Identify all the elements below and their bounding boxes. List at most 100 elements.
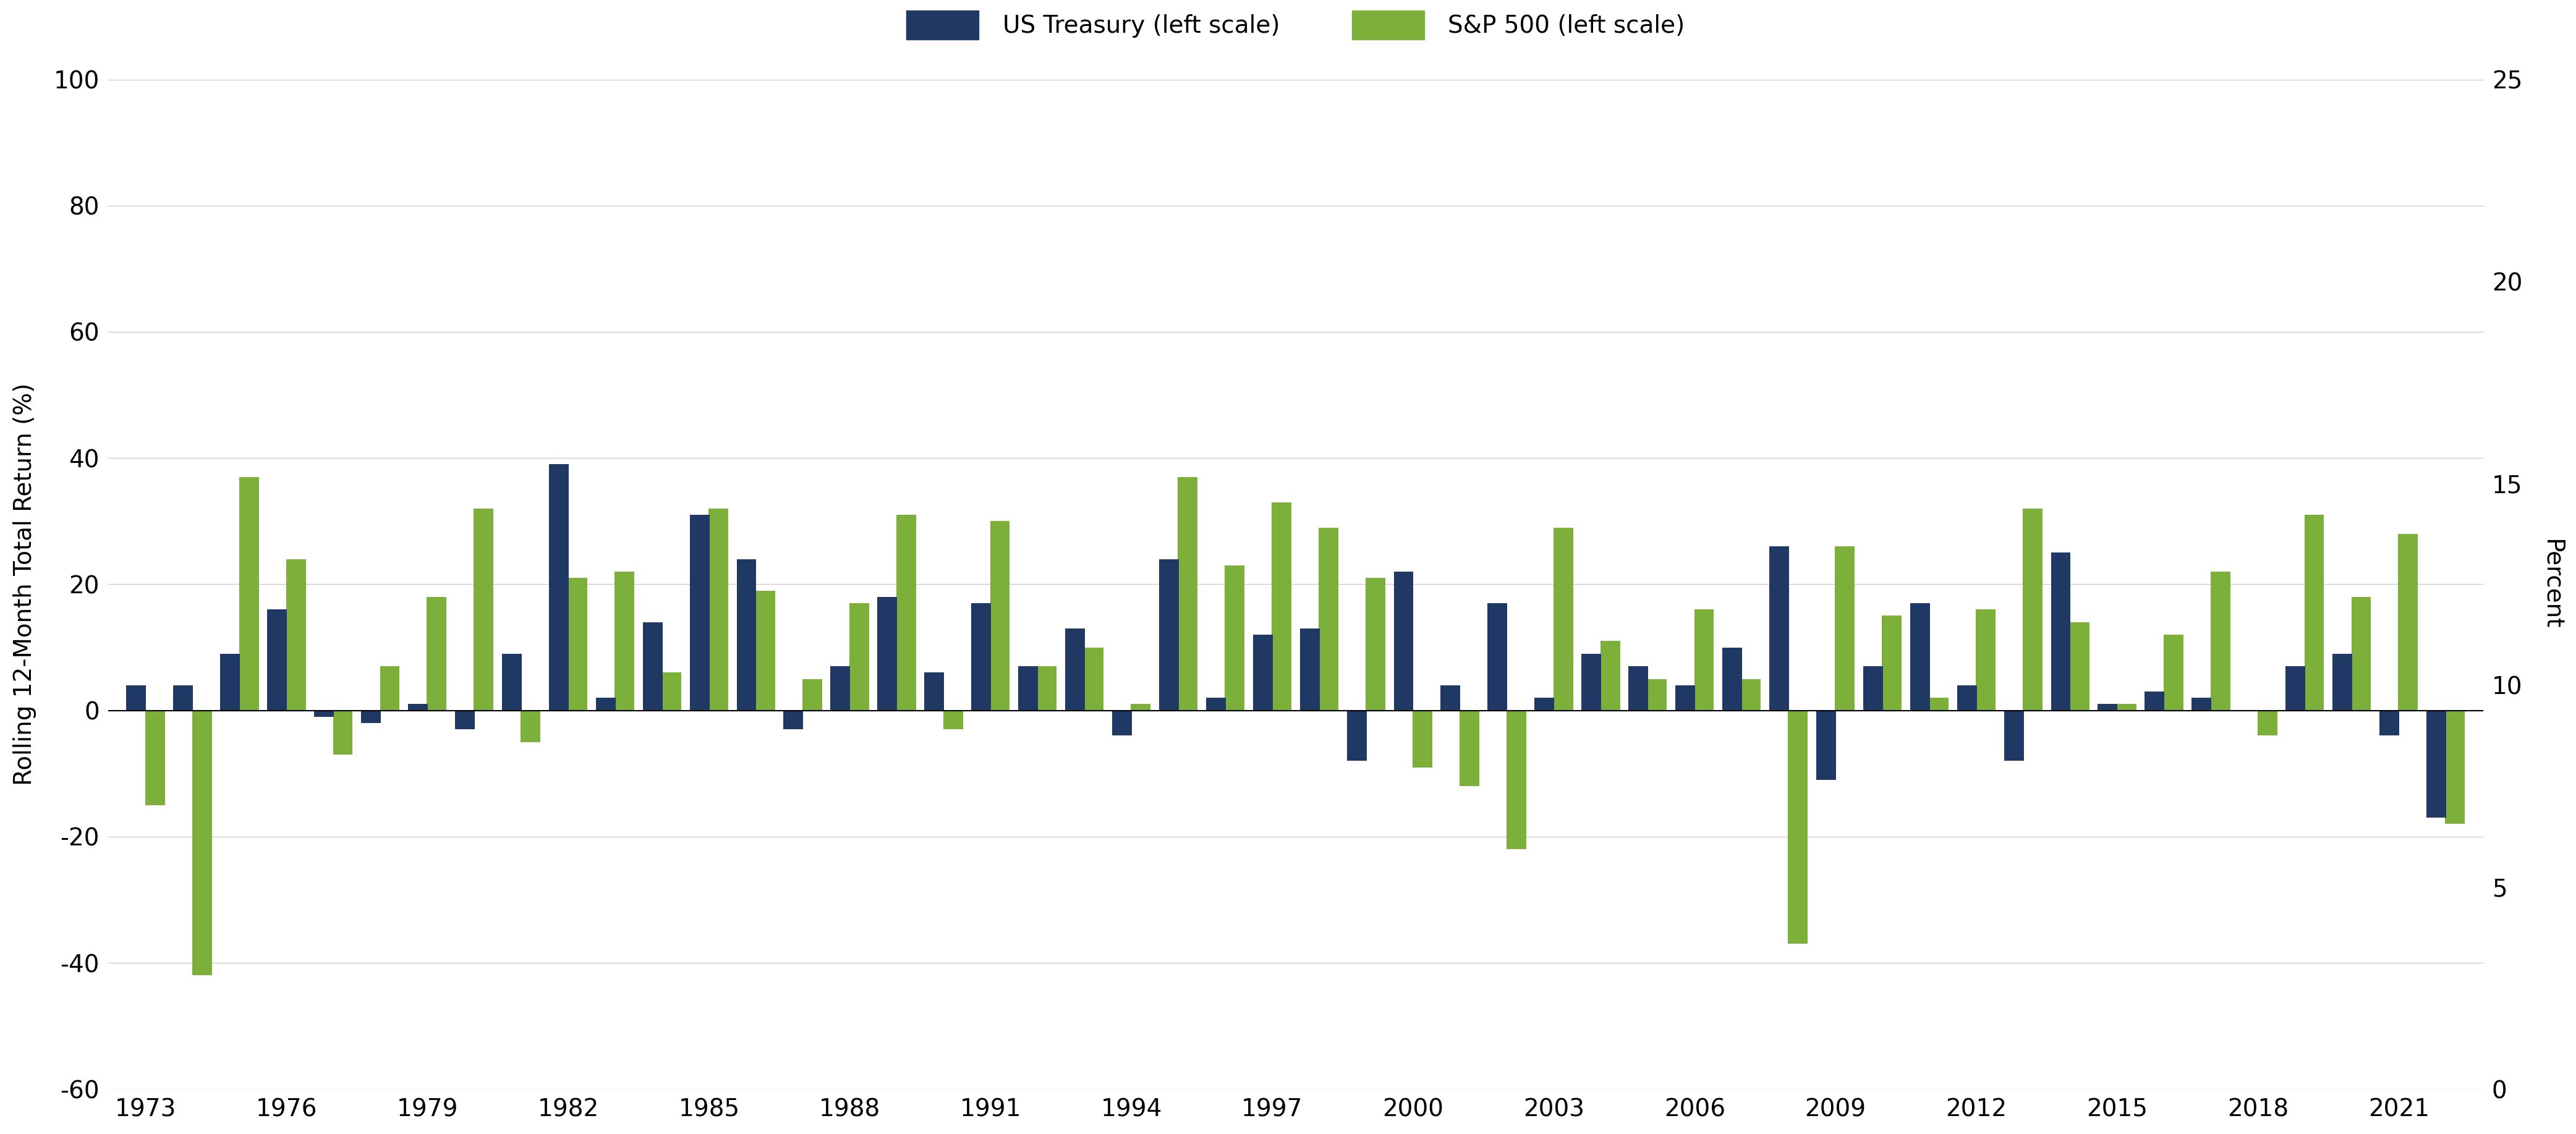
Bar [1741, 679, 1762, 711]
Bar [1206, 697, 1226, 711]
Bar [2097, 704, 2117, 711]
Bar [2445, 711, 2465, 824]
Bar [144, 711, 165, 805]
Bar [1365, 578, 1386, 711]
Bar [2146, 692, 2164, 711]
Bar [989, 522, 1010, 711]
Bar [268, 609, 286, 711]
Bar [1224, 566, 1244, 711]
Bar [2069, 623, 2089, 711]
Bar [502, 653, 520, 711]
Bar [1582, 653, 1602, 711]
Bar [1507, 711, 1525, 849]
Bar [379, 667, 399, 711]
Bar [1113, 711, 1131, 736]
Y-axis label: Rolling 12-Month Total Return (%): Rolling 12-Month Total Return (%) [13, 383, 36, 786]
Bar [1958, 685, 1976, 711]
Bar [1862, 667, 1883, 711]
Bar [971, 603, 992, 711]
Bar [1177, 477, 1198, 711]
Bar [1018, 667, 1038, 711]
Bar [2050, 552, 2071, 711]
Bar [314, 711, 335, 717]
Bar [1723, 648, 1741, 711]
Bar [801, 679, 822, 711]
Bar [2004, 711, 2025, 761]
Bar [1273, 502, 1291, 711]
Bar [783, 711, 804, 729]
Bar [1600, 641, 1620, 711]
Bar [1535, 697, 1553, 711]
Bar [1347, 711, 1365, 761]
Bar [520, 711, 541, 742]
Bar [1301, 628, 1319, 711]
Bar [2352, 596, 2370, 711]
Bar [407, 704, 428, 711]
Bar [2022, 508, 2043, 711]
Bar [1929, 697, 1947, 711]
Bar [2192, 697, 2210, 711]
Bar [1816, 711, 1837, 780]
Bar [1159, 559, 1180, 711]
Bar [2257, 711, 2277, 736]
Bar [943, 711, 963, 729]
Bar [2331, 653, 2352, 711]
Bar [829, 667, 850, 711]
Bar [896, 515, 917, 711]
Bar [850, 603, 868, 711]
Bar [361, 711, 381, 723]
Bar [1252, 635, 1273, 711]
Bar [878, 596, 896, 711]
Bar [1909, 603, 1929, 711]
Legend: US Treasury (left scale), S&P 500 (left scale): US Treasury (left scale), S&P 500 (left … [896, 1, 1695, 49]
Bar [173, 685, 193, 711]
Bar [474, 508, 495, 711]
Bar [1066, 628, 1084, 711]
Bar [193, 711, 211, 975]
Bar [1788, 711, 1808, 943]
Bar [222, 653, 240, 711]
Bar [1695, 609, 1713, 711]
Bar [1440, 685, 1461, 711]
Bar [2380, 711, 2398, 736]
Bar [567, 578, 587, 711]
Bar [1131, 704, 1151, 711]
Bar [1628, 667, 1649, 711]
Bar [2164, 635, 2184, 711]
Bar [1770, 547, 1788, 711]
Bar [549, 464, 569, 711]
Bar [428, 596, 446, 711]
Bar [2398, 534, 2419, 711]
Bar [1084, 648, 1103, 711]
Bar [690, 515, 708, 711]
Bar [1834, 547, 1855, 711]
Bar [1319, 527, 1340, 711]
Y-axis label: Percent: Percent [2540, 539, 2563, 629]
Bar [1461, 711, 1479, 786]
Bar [662, 672, 680, 711]
Bar [2210, 572, 2231, 711]
Bar [332, 711, 353, 754]
Bar [1553, 527, 1574, 711]
Bar [925, 672, 943, 711]
Bar [2117, 704, 2136, 711]
Bar [595, 697, 616, 711]
Bar [737, 559, 757, 711]
Bar [708, 508, 729, 711]
Bar [1646, 679, 1667, 711]
Bar [126, 685, 147, 711]
Bar [644, 623, 662, 711]
Bar [1976, 609, 1996, 711]
Bar [1038, 667, 1056, 711]
Bar [1486, 603, 1507, 711]
Bar [1394, 572, 1414, 711]
Bar [2285, 667, 2306, 711]
Bar [2427, 711, 2447, 818]
Bar [755, 591, 775, 711]
Bar [1883, 616, 1901, 711]
Bar [240, 477, 258, 711]
Bar [1412, 711, 1432, 768]
Bar [456, 711, 474, 729]
Bar [616, 572, 634, 711]
Bar [286, 559, 307, 711]
